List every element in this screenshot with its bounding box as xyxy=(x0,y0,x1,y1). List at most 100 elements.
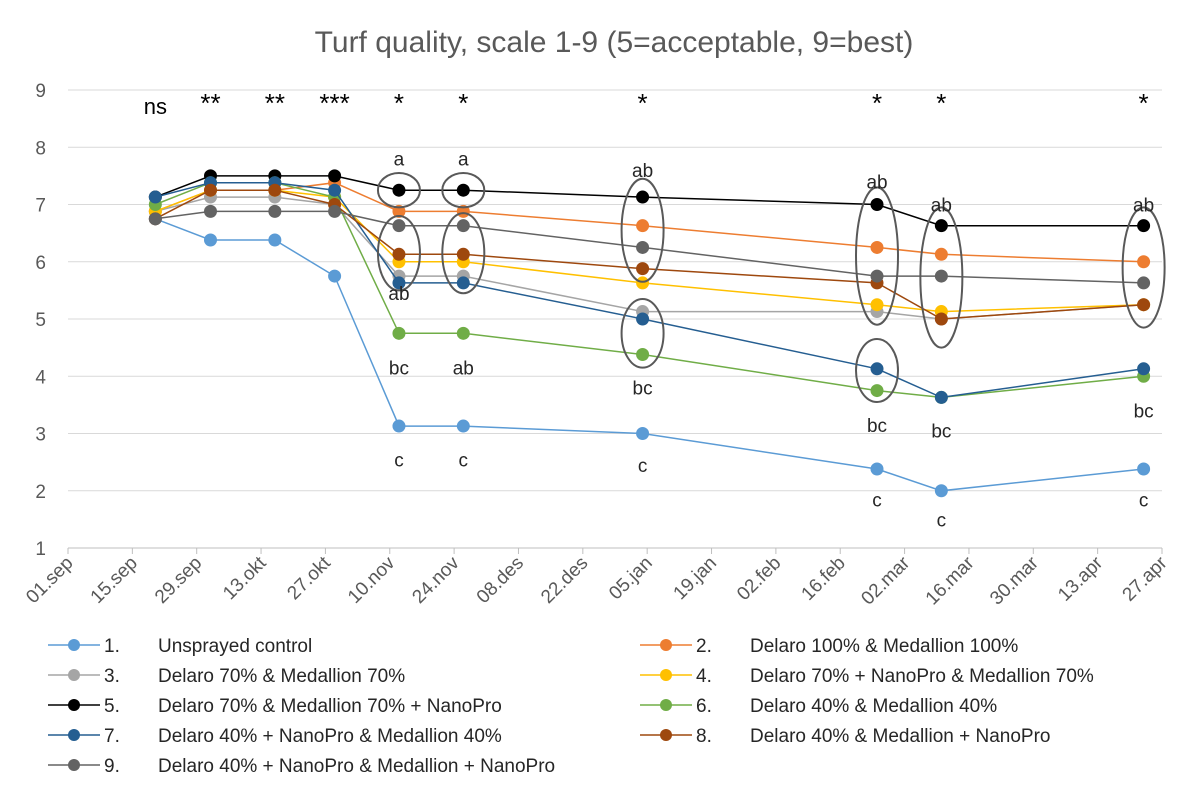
legend-number: 4. xyxy=(696,666,712,687)
series-point-8 xyxy=(636,262,650,276)
legend-label: Delaro 70% & Medallion 70% xyxy=(158,666,405,687)
series-point-6 xyxy=(870,384,884,398)
significance-label: ** xyxy=(265,88,285,118)
legend-number: 5. xyxy=(104,696,120,717)
letter-annotation: bc xyxy=(867,416,887,437)
legend-item-6: 6. Delaro 40% & Medallion 40% xyxy=(640,696,997,717)
significance-label: * xyxy=(638,88,648,118)
series-point-9 xyxy=(636,240,650,254)
series-line-3 xyxy=(155,196,1144,320)
letter-annotation: c xyxy=(937,510,947,531)
series-8 xyxy=(148,183,1151,326)
letter-annotation: c xyxy=(394,450,404,471)
highlight-ellipse xyxy=(919,206,964,349)
series-point-2 xyxy=(1137,255,1151,269)
legend-label: Delaro 70% & Medallion 70% + NanoPro xyxy=(158,696,502,717)
series-point-7 xyxy=(392,276,406,290)
letter-annotation: c xyxy=(872,490,882,511)
legend-label: Delaro 40% & Medallion 40% xyxy=(750,696,997,717)
legend-marker xyxy=(660,639,672,651)
significance-label: ** xyxy=(200,88,220,118)
legend-number: 1. xyxy=(104,636,120,657)
letter-annotation: c xyxy=(1139,490,1149,511)
y-tick-label: 1 xyxy=(35,539,46,560)
series-point-1 xyxy=(203,233,217,247)
legend-number: 8. xyxy=(696,726,712,747)
letter-annotation: ab xyxy=(632,161,653,182)
letter-annotation: a xyxy=(458,150,469,171)
legend-item-3: 3. Delaro 70% & Medallion 70% xyxy=(48,666,405,687)
legend-label: Delaro 70% + NanoPro & Medallion 70% xyxy=(750,666,1094,687)
legend-item-1: 1. Unsprayed control xyxy=(48,636,312,657)
y-tick-label: 4 xyxy=(35,367,46,388)
series-point-7 xyxy=(870,362,884,376)
legend-label: Delaro 100% & Medallion 100% xyxy=(750,636,1018,657)
series-point-2 xyxy=(870,240,884,254)
legend-label: Delaro 40% + NanoPro & Medallion + NanoP… xyxy=(158,756,555,777)
legend-marker xyxy=(68,639,80,651)
legend-label: Delaro 40% & Medallion + NanoPro xyxy=(750,726,1050,747)
y-tick-label: 9 xyxy=(35,81,46,102)
series-line-5 xyxy=(155,175,1144,227)
legend-number: 2. xyxy=(696,636,712,657)
series-line-7 xyxy=(155,181,1144,399)
significance-label: ns xyxy=(144,94,167,119)
series-point-1 xyxy=(268,233,282,247)
series-point-8 xyxy=(392,247,406,261)
legend-number: 6. xyxy=(696,696,712,717)
y-tick-label: 6 xyxy=(35,253,46,274)
series-point-1 xyxy=(934,484,948,498)
highlight-ellipse xyxy=(376,172,421,209)
legend-marker xyxy=(68,669,80,681)
legend-marker xyxy=(68,699,80,711)
highlight-ellipse xyxy=(855,186,900,326)
significance-label: * xyxy=(872,88,882,118)
legend-marker xyxy=(68,729,80,741)
series-point-7 xyxy=(456,276,470,290)
letter-annotation: bc xyxy=(389,359,409,380)
legend-marker xyxy=(660,669,672,681)
series-line-9 xyxy=(155,210,1144,284)
significance-label: * xyxy=(936,88,946,118)
legend-label: Delaro 40% + NanoPro & Medallion 40% xyxy=(158,726,502,747)
y-tick-label: 5 xyxy=(35,310,46,331)
y-tick-label: 7 xyxy=(35,196,46,217)
series-point-1 xyxy=(328,269,342,283)
series-point-1 xyxy=(456,419,470,433)
letter-annotation: ab xyxy=(866,173,887,194)
legend-number: 3. xyxy=(104,666,120,687)
highlight-ellipse xyxy=(376,214,421,292)
letter-annotation: bc xyxy=(931,422,951,443)
series-1 xyxy=(148,212,1151,498)
series-point-7 xyxy=(934,390,948,404)
chart-title: Turf quality, scale 1-9 (5=acceptable, 9… xyxy=(315,26,914,59)
series-point-7 xyxy=(1137,362,1151,376)
series-point-2 xyxy=(934,247,948,261)
series-point-9 xyxy=(1137,276,1151,290)
legend-item-4: 4. Delaro 70% + NanoPro & Medallion 70% xyxy=(640,666,1094,687)
series-point-8 xyxy=(456,247,470,261)
series-point-5 xyxy=(636,190,650,204)
series-point-6 xyxy=(456,326,470,340)
letter-annotation: ab xyxy=(453,359,474,380)
series-point-8 xyxy=(268,183,282,197)
series-point-9 xyxy=(456,219,470,233)
series-line-1 xyxy=(155,218,1144,492)
series-point-9 xyxy=(328,204,342,218)
series-point-2 xyxy=(636,219,650,233)
series-point-9 xyxy=(870,269,884,283)
series-point-5 xyxy=(1137,219,1151,233)
y-tick-label: 2 xyxy=(35,482,46,503)
letter-annotation: bc xyxy=(1134,402,1154,423)
highlight-ellipse xyxy=(441,172,486,209)
series-line-8 xyxy=(154,189,1144,320)
letter-annotation: c xyxy=(459,450,469,471)
legend-number: 9. xyxy=(104,756,120,777)
significance-label: *** xyxy=(319,88,349,118)
significance-label: * xyxy=(458,88,468,118)
series-point-4 xyxy=(870,298,884,312)
legend-label: Unsprayed control xyxy=(158,636,312,657)
letter-annotation: bc xyxy=(633,379,653,400)
series-point-9 xyxy=(392,219,406,233)
series-point-2 xyxy=(392,204,406,218)
